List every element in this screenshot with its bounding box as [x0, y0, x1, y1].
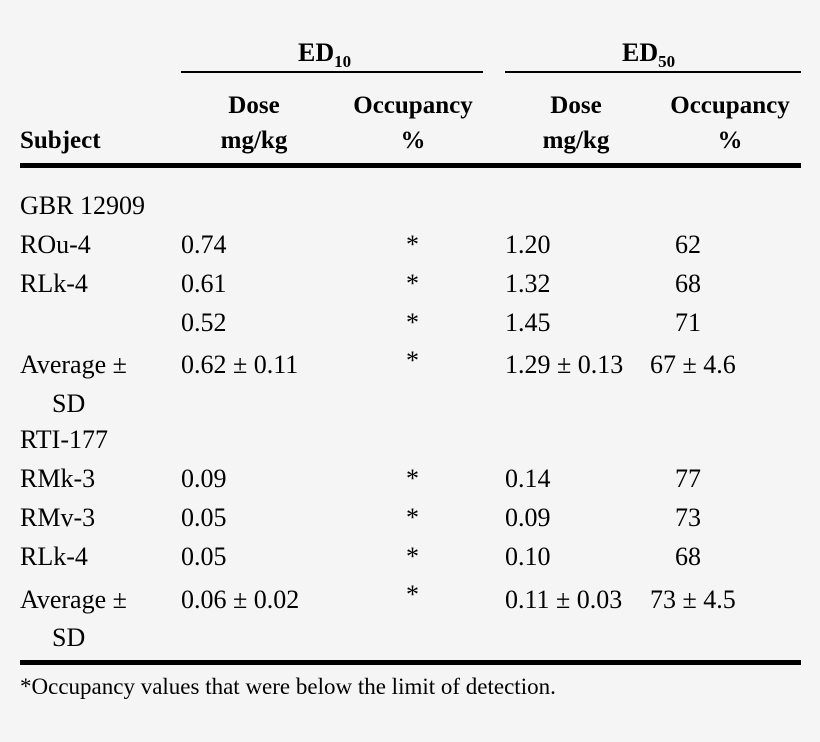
- ed10-main: ED: [298, 38, 335, 67]
- row-ed10-dose: 0.61: [181, 269, 227, 298]
- section-title-rti: RTI-177: [20, 425, 108, 454]
- row-ed10-occ: *: [406, 503, 419, 532]
- row-ed50-dose: 1.32: [505, 269, 551, 298]
- row-ed10-dose: 0.05: [181, 542, 227, 571]
- row-ed10-occ: *: [406, 308, 419, 337]
- avg-ed50-dose: 0.11 ± 0.03: [505, 585, 623, 614]
- col-ed10-dose-l2: mg/kg: [220, 127, 288, 154]
- row-ed50-dose: 1.20: [505, 230, 551, 259]
- avg-ed50-occ: 67 ± 4.6: [650, 350, 736, 379]
- avg-label-line2: SD: [52, 623, 86, 652]
- row-ed50-occ: 62: [675, 230, 701, 259]
- ed10-group-header: ED10: [298, 38, 351, 72]
- row-ed10-occ: *: [406, 542, 419, 571]
- row-ed10-occ: *: [406, 269, 419, 298]
- section-title-gbr: GBR 12909: [20, 191, 145, 220]
- ed50-group-header: ED50: [622, 38, 675, 72]
- row-ed50-dose: 0.14: [505, 464, 551, 493]
- row-ed50-occ: 68: [675, 542, 701, 571]
- bottom-rule: [20, 660, 801, 665]
- row-ed50-dose: 0.10: [505, 542, 551, 571]
- row-ed50-occ: 71: [675, 308, 701, 337]
- col-ed50-dose-l2: mg/kg: [542, 127, 610, 154]
- row-ed10-dose: 0.05: [181, 503, 227, 532]
- avg-ed10-occ: *: [406, 346, 419, 375]
- col-ed10-dose-l1: Dose: [228, 92, 280, 119]
- row-subject: RMk-3: [20, 464, 96, 493]
- ed10-group-rule: [181, 71, 483, 73]
- row-ed50-occ: 68: [675, 269, 701, 298]
- col-ed50-dose-l1: Dose: [550, 92, 602, 119]
- avg-label-line2: SD: [52, 389, 86, 418]
- row-subject: RMv-3: [20, 503, 96, 532]
- col-ed50-occ-l1: Occupancy: [670, 92, 790, 119]
- row-ed10-dose: 0.09: [181, 464, 227, 493]
- avg-label-line1: Average ±: [20, 585, 127, 614]
- col-ed50-occ-l2: %: [717, 127, 743, 154]
- row-ed10-dose: 0.74: [181, 230, 227, 259]
- row-subject: ROu-4: [20, 230, 91, 259]
- col-subject: Subject: [20, 127, 101, 154]
- col-ed10-occ-l1: Occupancy: [353, 92, 473, 119]
- avg-ed50-occ: 73 ± 4.5: [650, 585, 736, 614]
- ed50-main: ED: [622, 38, 659, 67]
- avg-ed50-dose: 1.29 ± 0.13: [505, 350, 624, 379]
- ed50-group-rule: [505, 71, 801, 73]
- row-ed50-occ: 73: [675, 503, 701, 532]
- row-ed50-dose: 0.09: [505, 503, 551, 532]
- row-ed50-dose: 1.45: [505, 308, 551, 337]
- ed10-sub: 10: [334, 52, 352, 71]
- row-subject: RLk-4: [20, 542, 88, 571]
- header-rule: [20, 163, 801, 168]
- avg-label-line1: Average ±: [20, 350, 127, 379]
- avg-ed10-dose: 0.62 ± 0.11: [181, 350, 299, 379]
- row-ed10-occ: *: [406, 464, 419, 493]
- row-ed50-occ: 77: [675, 464, 701, 493]
- avg-ed10-occ: *: [406, 580, 419, 609]
- col-ed10-occ-l2: %: [400, 127, 426, 154]
- row-subject: RLk-4: [20, 269, 88, 298]
- avg-ed10-dose: 0.06 ± 0.02: [181, 585, 300, 614]
- row-ed10-dose: 0.52: [181, 308, 227, 337]
- footnote: *Occupancy values that were below the li…: [20, 674, 556, 699]
- ed50-sub: 50: [658, 52, 676, 71]
- row-ed10-occ: *: [406, 230, 419, 259]
